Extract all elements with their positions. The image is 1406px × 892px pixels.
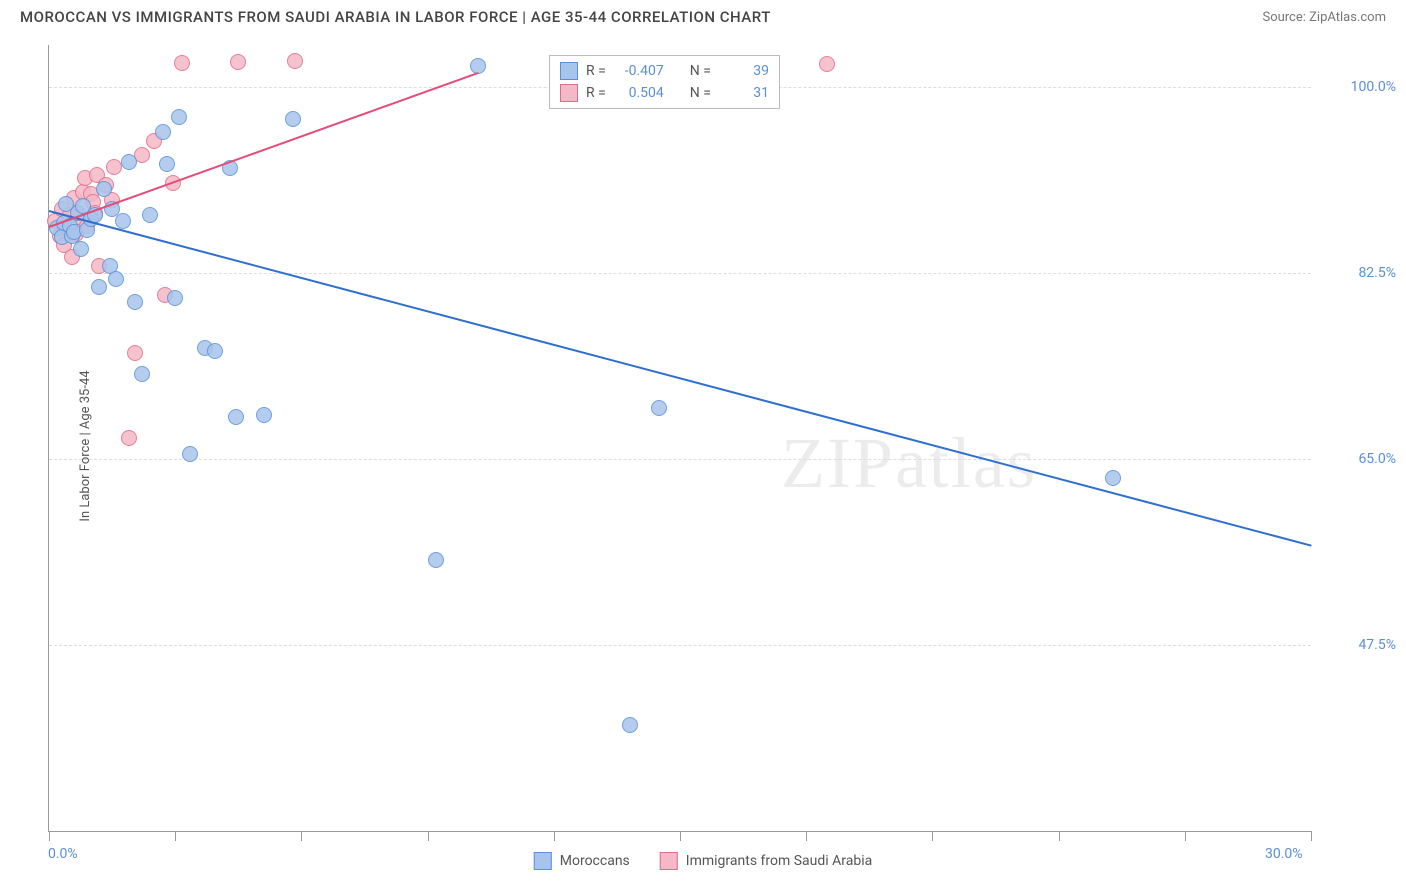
- trend-line: [49, 72, 479, 228]
- stats-row-series2: R = 0.504 N = 31: [560, 82, 769, 104]
- x-tick: [1185, 831, 1186, 841]
- data-point: [127, 345, 143, 361]
- y-tick-label: 100.0%: [1351, 79, 1396, 95]
- data-point: [228, 409, 244, 425]
- stat-n-value-2: 31: [719, 85, 769, 101]
- x-tick: [554, 831, 555, 841]
- stat-r-value-1: -0.407: [614, 63, 664, 79]
- data-point: [134, 366, 150, 382]
- x-tick: [49, 831, 50, 841]
- data-point: [1105, 470, 1121, 486]
- correlation-stats-box: R = -0.407 N = 39 R = 0.504 N = 31: [549, 55, 780, 109]
- x-tick: [175, 831, 176, 841]
- data-point: [287, 53, 303, 69]
- data-point: [207, 343, 223, 359]
- stat-n-value-1: 39: [719, 63, 769, 79]
- source-attribution: Source: ZipAtlas.com: [1262, 10, 1386, 25]
- legend-item-series1: Moroccans: [534, 852, 630, 870]
- y-tick-label: 47.5%: [1358, 637, 1396, 653]
- trend-line: [49, 210, 1312, 547]
- stat-r-label: R =: [586, 85, 606, 101]
- chart-title: MOROCCAN VS IMMIGRANTS FROM SAUDI ARABIA…: [20, 8, 771, 26]
- legend-label-1: Moroccans: [560, 853, 630, 869]
- data-point: [174, 55, 190, 71]
- data-point: [96, 181, 112, 197]
- data-point: [622, 717, 638, 733]
- legend-swatch-1: [534, 852, 552, 870]
- swatch-series1: [560, 62, 578, 80]
- data-point: [819, 56, 835, 72]
- data-point: [171, 109, 187, 125]
- data-point: [651, 400, 667, 416]
- gridline: [49, 645, 1311, 646]
- x-tick: [1059, 831, 1060, 841]
- stat-r-value-2: 0.504: [614, 85, 664, 101]
- legend-swatch-2: [660, 852, 678, 870]
- data-point: [167, 290, 183, 306]
- x-tick: [1311, 831, 1312, 841]
- data-point: [121, 430, 137, 446]
- gridline: [49, 273, 1311, 274]
- stat-r-label: R =: [586, 63, 606, 79]
- data-point: [155, 124, 171, 140]
- data-point: [159, 156, 175, 172]
- data-point: [285, 111, 301, 127]
- data-point: [91, 279, 107, 295]
- x-tick-label: 0.0%: [48, 846, 78, 862]
- x-tick: [932, 831, 933, 841]
- legend-item-series2: Immigrants from Saudi Arabia: [660, 852, 872, 870]
- data-point: [470, 58, 486, 74]
- chart-legend: Moroccans Immigrants from Saudi Arabia: [534, 852, 872, 870]
- y-tick-label: 82.5%: [1358, 265, 1396, 281]
- data-point: [182, 446, 198, 462]
- x-tick: [806, 831, 807, 841]
- gridline: [49, 459, 1311, 460]
- x-tick: [680, 831, 681, 841]
- data-point: [230, 54, 246, 70]
- stats-row-series1: R = -0.407 N = 39: [560, 60, 769, 82]
- data-point: [108, 271, 124, 287]
- data-point: [142, 207, 158, 223]
- data-point: [127, 294, 143, 310]
- legend-label-2: Immigrants from Saudi Arabia: [686, 853, 872, 869]
- data-point: [73, 241, 89, 257]
- data-point: [106, 159, 122, 175]
- x-tick-label: 30.0%: [1265, 846, 1303, 862]
- data-point: [115, 213, 131, 229]
- data-point: [428, 552, 444, 568]
- chart-plot-area: ZIPatlas R = -0.407 N = 39 R = 0.504 N =…: [48, 45, 1311, 832]
- x-tick: [428, 831, 429, 841]
- data-point: [121, 154, 137, 170]
- data-point: [256, 407, 272, 423]
- stat-n-label: N =: [690, 63, 711, 79]
- stat-n-label: N =: [690, 85, 711, 101]
- y-tick-label: 65.0%: [1358, 451, 1396, 467]
- x-tick: [301, 831, 302, 841]
- chart-header: MOROCCAN VS IMMIGRANTS FROM SAUDI ARABIA…: [0, 0, 1406, 38]
- swatch-series2: [560, 84, 578, 102]
